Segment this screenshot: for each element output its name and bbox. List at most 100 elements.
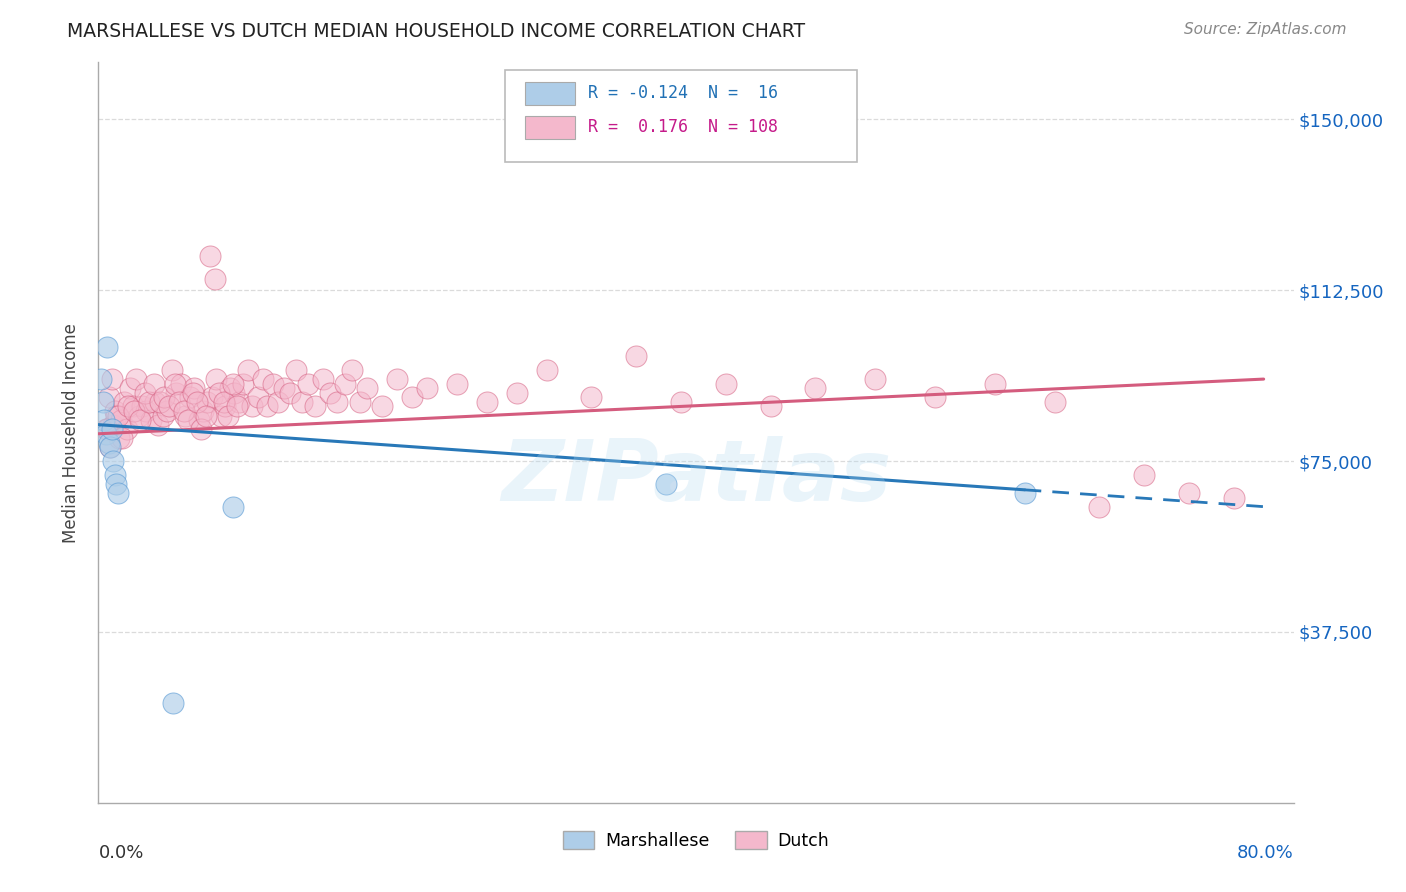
Point — [222, 500, 245, 514]
Point — [117, 400, 139, 414]
Point — [131, 400, 153, 414]
Point — [262, 376, 284, 391]
Point — [96, 422, 118, 436]
Point — [804, 381, 827, 395]
Point — [284, 363, 307, 377]
Point — [197, 395, 219, 409]
Point — [669, 395, 692, 409]
Text: R =  0.176  N = 108: R = 0.176 N = 108 — [589, 118, 779, 136]
Point — [107, 486, 129, 500]
Text: 80.0%: 80.0% — [1237, 844, 1294, 862]
Point — [167, 395, 190, 409]
Point — [115, 422, 138, 436]
Text: 0.0%: 0.0% — [98, 844, 143, 862]
Point — [865, 372, 887, 386]
Point — [224, 385, 246, 400]
Point — [118, 381, 141, 395]
Point — [105, 409, 128, 423]
Point — [111, 431, 134, 445]
Point — [200, 249, 222, 263]
Point — [135, 404, 157, 418]
Legend: Marshallese, Dutch: Marshallese, Dutch — [557, 824, 835, 857]
Point — [186, 395, 208, 409]
Point — [162, 696, 184, 710]
Point — [90, 372, 112, 386]
Point — [371, 400, 394, 414]
Bar — [524, 82, 575, 104]
Point — [93, 413, 115, 427]
Point — [143, 395, 166, 409]
Point — [311, 372, 333, 386]
Point — [108, 431, 131, 445]
Point — [278, 385, 301, 400]
Point — [1043, 395, 1066, 409]
Point — [103, 454, 125, 468]
Text: MARSHALLESE VS DUTCH MEDIAN HOUSEHOLD INCOME CORRELATION CHART: MARSHALLESE VS DUTCH MEDIAN HOUSEHOLD IN… — [67, 22, 806, 41]
Point — [222, 376, 245, 391]
Point — [152, 409, 174, 423]
Point — [256, 400, 278, 414]
Point — [183, 381, 205, 395]
Point — [212, 395, 235, 409]
Point — [291, 395, 314, 409]
Point — [103, 417, 125, 432]
Point — [190, 422, 212, 436]
Point — [160, 363, 183, 377]
Point — [581, 390, 603, 404]
Text: R = -0.124  N =  16: R = -0.124 N = 16 — [589, 84, 779, 102]
Point — [156, 404, 179, 418]
Point — [98, 441, 122, 455]
Point — [142, 376, 165, 391]
Point — [984, 376, 1007, 391]
Point — [179, 390, 201, 404]
Point — [94, 422, 117, 436]
Point — [326, 395, 349, 409]
Point — [129, 413, 152, 427]
Point — [104, 404, 127, 418]
Point — [173, 404, 195, 418]
Point — [924, 390, 946, 404]
Point — [191, 404, 214, 418]
Y-axis label: Median Household Income: Median Household Income — [62, 323, 80, 542]
Point — [157, 400, 180, 414]
Point — [91, 395, 114, 409]
Point — [401, 390, 423, 404]
Point — [226, 400, 249, 414]
Point — [195, 409, 218, 423]
Point — [112, 395, 135, 409]
Point — [759, 400, 782, 414]
Point — [149, 395, 172, 409]
Point — [247, 390, 270, 404]
Point — [209, 409, 232, 423]
Point — [356, 381, 378, 395]
Point — [181, 385, 204, 400]
Point — [1088, 500, 1111, 514]
Point — [187, 413, 209, 427]
Point — [228, 395, 250, 409]
Point — [97, 390, 120, 404]
Point — [349, 395, 371, 409]
FancyBboxPatch shape — [505, 70, 858, 162]
Point — [101, 372, 124, 386]
Point — [96, 340, 118, 354]
Point — [128, 409, 150, 423]
Point — [163, 376, 186, 391]
Point — [626, 349, 648, 363]
Point — [153, 390, 176, 404]
Point — [655, 476, 678, 491]
Point — [105, 476, 128, 491]
Point — [101, 422, 124, 436]
Point — [208, 385, 231, 400]
Point — [333, 376, 356, 391]
Point — [204, 272, 226, 286]
Point — [138, 395, 160, 409]
Point — [1223, 491, 1246, 505]
Point — [236, 363, 259, 377]
Point — [304, 400, 326, 414]
Point — [506, 385, 529, 400]
Point — [174, 409, 197, 423]
Point — [107, 409, 129, 423]
Point — [125, 372, 148, 386]
Point — [110, 413, 132, 427]
Point — [104, 467, 127, 482]
